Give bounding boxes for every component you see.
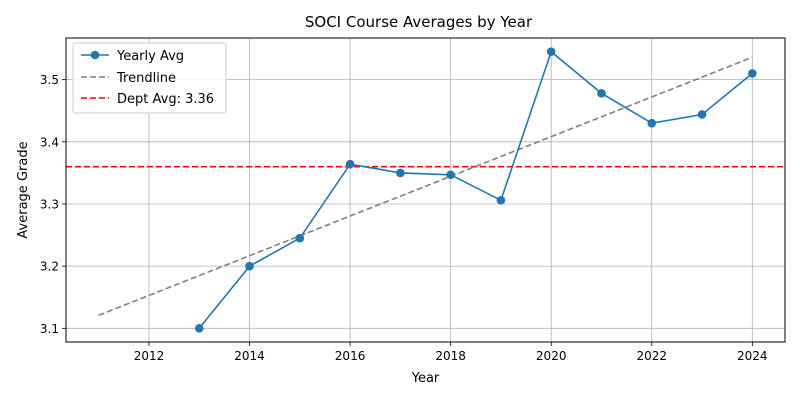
legend-dept-avg-label: Dept Avg: 3.36 <box>117 92 214 107</box>
yearly-avg-line <box>198 50 753 329</box>
yearly-avg-point <box>647 118 657 128</box>
yearly-avg-point <box>446 170 455 180</box>
legend-yearly-avg-marker <box>90 50 100 60</box>
y-tick-label: 3.1 <box>40 322 59 336</box>
yearly-avg-point <box>697 110 707 119</box>
x-axis-label: Year <box>411 371 440 386</box>
x-tick-label: 2020 <box>536 349 567 363</box>
legend: Yearly Avg Trendline Dept Avg: 3.36 <box>72 42 227 114</box>
yearly-avg-point <box>748 69 757 78</box>
yearly-avg-point <box>245 261 254 271</box>
legend-trendline-label: Trendline <box>116 71 176 86</box>
x-tick-label: 2016 <box>335 349 366 363</box>
yearly-avg-point <box>295 233 305 243</box>
x-tick-label: 2014 <box>234 349 265 363</box>
x-axis-ticks: 2012 2014 2016 2018 2020 2022 2024 <box>134 342 768 363</box>
x-tick-label: 2018 <box>435 349 466 363</box>
legend-box <box>72 42 227 114</box>
yearly-avg-point <box>496 195 506 205</box>
x-tick-label: 2012 <box>134 349 165 363</box>
yearly-avg-point <box>345 159 355 169</box>
legend-yearly-avg-label: Yearly Avg <box>116 49 184 64</box>
y-tick-label: 3.5 <box>40 73 59 87</box>
x-tick-label: 2024 <box>737 349 768 363</box>
yearly-avg-point <box>597 89 606 98</box>
plot-frame <box>65 37 786 343</box>
x-tick-label: 2022 <box>636 349 667 363</box>
series-layer <box>66 47 785 333</box>
yearly-avg-point <box>546 47 556 56</box>
yearly-avg-point <box>194 324 204 333</box>
y-tick-label: 3.4 <box>40 135 59 149</box>
y-tick-label: 3.2 <box>40 260 59 274</box>
y-axis-ticks: 3.1 3.2 3.3 3.4 3.5 <box>40 73 66 336</box>
yearly-avg-point <box>396 168 405 178</box>
chart-title: SOCI Course Averages by Year <box>305 13 533 31</box>
trendline <box>98 56 753 317</box>
y-axis-label: Average Grade <box>16 141 31 238</box>
y-tick-label: 3.3 <box>40 197 59 211</box>
